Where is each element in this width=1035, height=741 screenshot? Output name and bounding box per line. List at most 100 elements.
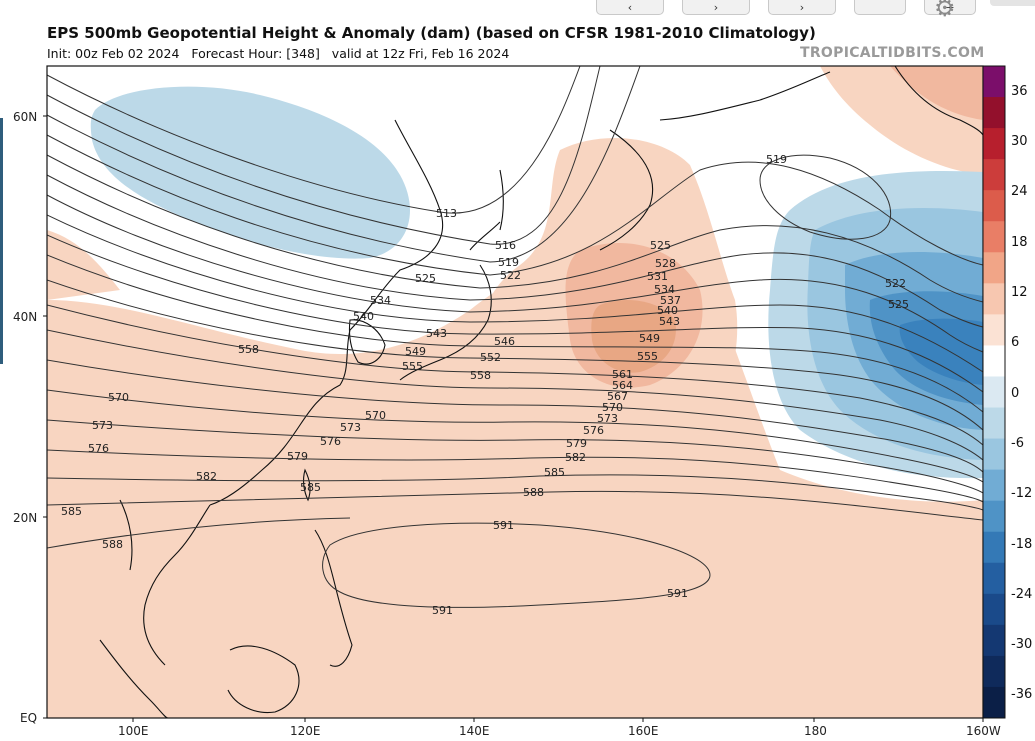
map-title: EPS 500mb Geopotential Height & Anomaly …	[47, 24, 816, 42]
contour-line	[47, 279, 983, 431]
contour-label: 573	[92, 419, 113, 432]
colorbar-label: -12	[1011, 486, 1032, 501]
menu-corner[interactable]	[990, 0, 1035, 6]
side-tab[interactable]	[0, 118, 3, 364]
contour-label: 588	[523, 486, 544, 499]
contour-label: 558	[238, 343, 259, 356]
colorbar-cell	[983, 252, 1005, 284]
contour-label: 540	[657, 304, 678, 317]
contour-label: 519	[766, 153, 787, 166]
contour-label: 555	[402, 360, 423, 373]
colorbar-label: 0	[1011, 386, 1019, 401]
colorbar-cell	[983, 314, 1005, 346]
previous-button[interactable]: ‹	[596, 0, 664, 15]
contour-line	[47, 174, 983, 328]
contour-label: 582	[196, 470, 217, 483]
colorbar-cell	[983, 531, 1005, 564]
contour-label: 585	[300, 481, 321, 494]
colorbar-label: -18	[1011, 537, 1032, 552]
colorbar-cell	[983, 593, 1005, 626]
lon-label: 180	[804, 724, 827, 738]
contour-label: 576	[583, 424, 604, 437]
height-contours	[47, 66, 983, 608]
contour-line	[47, 154, 983, 303]
colorbar-cell	[983, 345, 1005, 377]
contour-label: 531	[647, 270, 668, 283]
lat-label: 20N	[13, 511, 37, 525]
contour-label: 558	[470, 369, 491, 382]
positive-anomaly-northeast-core	[890, 66, 983, 120]
contour-label: 525	[415, 272, 436, 285]
colorbar-cell	[983, 97, 1005, 129]
lon-label: 140E	[459, 724, 490, 738]
gear-icon[interactable]: ⚙	[934, 0, 956, 22]
top-navigation: ‹ › › +	[596, 0, 976, 16]
contour-label: 570	[602, 401, 623, 414]
contour-label: 537	[660, 294, 681, 307]
contour-label: 570	[108, 391, 129, 404]
contour-line	[47, 134, 983, 276]
contour-line	[47, 66, 601, 245]
contour-line	[47, 359, 983, 473]
contour-line	[47, 194, 983, 353]
contour-label: 567	[607, 390, 628, 403]
contour-line	[47, 254, 983, 413]
contour-line	[47, 490, 983, 521]
colorbar-cell	[983, 469, 1005, 502]
colorbar-cell	[983, 128, 1005, 160]
contour-line-591-loop	[322, 522, 711, 608]
colorbar-cells	[983, 66, 1005, 719]
colorbar-label: 24	[1011, 184, 1028, 199]
lon-label: 160W	[966, 724, 1001, 738]
contour-label: 555	[637, 350, 658, 363]
contour-line	[47, 419, 983, 494]
contour-label: 579	[566, 437, 587, 450]
coast-alaska	[894, 66, 983, 136]
contour-line	[47, 66, 641, 263]
contour-line	[47, 474, 983, 511]
map-subtitle: Init: 00z Feb 02 2024 Forecast Hour: [34…	[47, 46, 510, 61]
coast-indochina	[119, 499, 211, 666]
coast-korea	[348, 319, 386, 365]
coastlines	[99, 66, 983, 718]
lat-label: 40N	[13, 310, 37, 324]
colorbar-cell	[983, 686, 1005, 719]
positive-anomaly-peak	[591, 300, 676, 373]
contour-label: 576	[320, 435, 341, 448]
positive-anomaly-west	[47, 230, 120, 300]
contour-label: 582	[565, 451, 586, 464]
colorbar-label: 12	[1011, 285, 1028, 300]
contour-label: 549	[405, 345, 426, 358]
negative-anomaly-pacific-core	[899, 318, 983, 385]
contour-label: 591	[667, 587, 688, 600]
coast-borneo	[227, 645, 300, 714]
colorbar-label: 36	[1011, 84, 1028, 99]
contour-line	[47, 517, 351, 549]
contour-label: 585	[61, 505, 82, 518]
negative-anomaly-siberia	[90, 86, 411, 259]
contour-label: 528	[655, 257, 676, 270]
contour-label: 525	[888, 298, 909, 311]
colorbar-cell	[983, 624, 1005, 657]
contour-label: 522	[885, 277, 906, 290]
contour-label: 585	[544, 466, 565, 479]
contour-label: 549	[639, 332, 660, 345]
colorbar-cell	[983, 655, 1005, 688]
forward-button[interactable]: ›	[768, 0, 836, 15]
next-button[interactable]: ›	[682, 0, 750, 15]
contour-label: 588	[102, 538, 123, 551]
contour-label: 525	[650, 239, 671, 252]
contour-label: 516	[495, 239, 516, 252]
contour-line-519-loop	[759, 154, 892, 240]
contour-labels: 513 516 519 519 522 522 525 525 525 528 …	[61, 153, 909, 617]
contour-label: 543	[659, 315, 680, 328]
blank-button[interactable]	[854, 0, 906, 15]
contour-label: 570	[365, 409, 386, 422]
colorbar-label: 6	[1011, 335, 1019, 350]
contour-line	[47, 66, 581, 214]
add-button[interactable]: +	[924, 0, 976, 15]
colorbar-label: -6	[1011, 436, 1024, 451]
coast-japan	[399, 221, 501, 381]
lat-label: 60N	[13, 110, 37, 124]
contour-label: 534	[654, 283, 675, 296]
